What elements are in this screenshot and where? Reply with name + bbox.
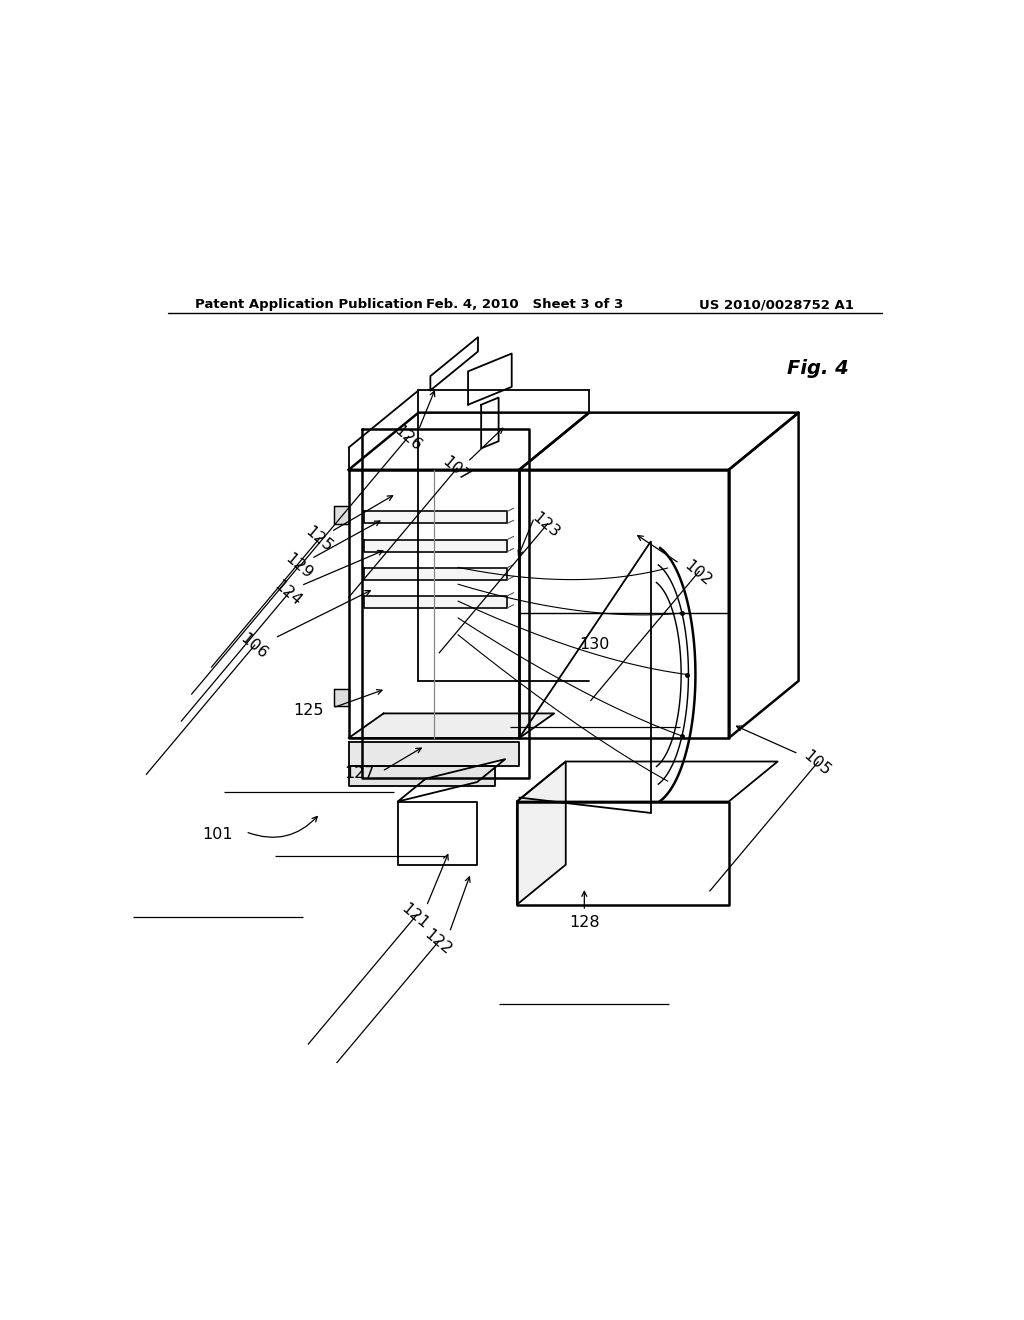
Text: US 2010/0028752 A1: US 2010/0028752 A1 xyxy=(699,298,854,312)
Polygon shape xyxy=(468,354,512,405)
Polygon shape xyxy=(430,337,478,391)
Polygon shape xyxy=(519,470,729,738)
Text: Fig. 4: Fig. 4 xyxy=(786,359,849,379)
Polygon shape xyxy=(517,801,729,904)
Text: 130: 130 xyxy=(580,636,610,652)
Text: 105: 105 xyxy=(801,748,834,779)
Polygon shape xyxy=(517,762,777,801)
Text: 124: 124 xyxy=(271,578,305,609)
Text: 121: 121 xyxy=(398,902,432,932)
Polygon shape xyxy=(334,507,348,524)
Text: 102: 102 xyxy=(681,557,715,589)
Text: 106: 106 xyxy=(237,631,270,663)
Polygon shape xyxy=(397,801,477,865)
Polygon shape xyxy=(362,429,528,777)
Text: 129: 129 xyxy=(283,550,315,582)
Text: 123: 123 xyxy=(529,510,562,541)
Polygon shape xyxy=(517,762,565,904)
Polygon shape xyxy=(348,470,519,738)
Polygon shape xyxy=(348,713,554,738)
Text: 127: 127 xyxy=(344,766,375,781)
Polygon shape xyxy=(481,397,499,449)
Text: 122: 122 xyxy=(421,927,454,958)
Text: 126: 126 xyxy=(391,422,424,454)
Polygon shape xyxy=(348,766,496,785)
Polygon shape xyxy=(365,540,507,552)
Text: 125: 125 xyxy=(302,524,335,556)
Text: Patent Application Publication: Patent Application Publication xyxy=(196,298,423,312)
Text: Feb. 4, 2010   Sheet 3 of 3: Feb. 4, 2010 Sheet 3 of 3 xyxy=(426,298,624,312)
Polygon shape xyxy=(365,511,507,524)
Polygon shape xyxy=(519,413,799,470)
Text: 125: 125 xyxy=(294,702,325,718)
Text: 107: 107 xyxy=(439,454,472,486)
Polygon shape xyxy=(365,568,507,579)
Polygon shape xyxy=(397,759,505,801)
Text: 101: 101 xyxy=(203,828,233,842)
Polygon shape xyxy=(348,413,589,470)
Text: 128: 128 xyxy=(569,915,600,929)
Polygon shape xyxy=(348,742,519,766)
Polygon shape xyxy=(334,689,348,706)
Polygon shape xyxy=(365,595,507,609)
Polygon shape xyxy=(729,413,799,738)
